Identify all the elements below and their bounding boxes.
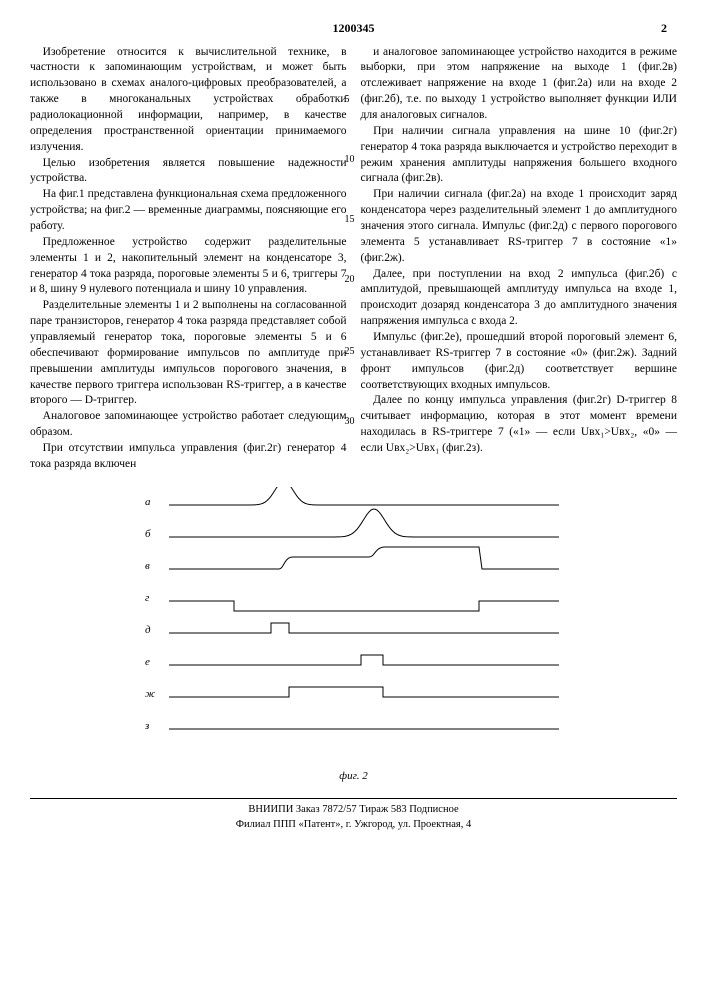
waveform-trace (169, 509, 559, 537)
header: 1200345 2 (30, 20, 677, 37)
waveform-trace (169, 601, 559, 611)
trace-label: е (145, 656, 150, 668)
figure-2: a б в г д е ж з фиг. 2 (30, 487, 677, 784)
waveform-trace (169, 623, 559, 633)
waveform-trace (169, 687, 559, 697)
paragraph: Далее, при поступлении на вход 2 импульс… (361, 267, 678, 330)
trace-label: д (145, 624, 151, 636)
right-column: 51015202530 и аналоговое запоминающее ус… (361, 45, 678, 473)
page: 1200345 2 Изобретение относится к вычисл… (0, 0, 707, 843)
line-number: 20 (345, 273, 355, 287)
figure-caption: фиг. 2 (30, 769, 677, 784)
paragraph: При наличии сигнала управления на шине 1… (361, 124, 678, 187)
patent-number: 1200345 (333, 21, 375, 35)
paragraph: При наличии сигнала (фиг.2а) на входе 1 … (361, 187, 678, 266)
line-number: 5 (345, 93, 350, 107)
trace-label: б (145, 528, 151, 540)
paragraph: и аналоговое запоминающее устройство нах… (361, 45, 678, 124)
waveform-trace (169, 487, 559, 505)
line-number: 30 (345, 415, 355, 429)
waveform-trace (169, 547, 559, 569)
paragraph: Изобретение относится к вычислительной т… (30, 45, 347, 156)
paragraph: На фиг.1 представлена функциональная схе… (30, 187, 347, 235)
paragraph: При отсутствии импульса управления (фиг.… (30, 441, 347, 473)
trace-label: a (145, 496, 151, 508)
paragraph: Разделительные элементы 1 и 2 выполнены … (30, 298, 347, 409)
text-columns: Изобретение относится к вычислительной т… (30, 45, 677, 473)
paragraph: Импульс (фиг.2е), прошедший второй порог… (361, 330, 678, 393)
waveform-trace (169, 655, 559, 665)
footer-line-1: ВНИИПИ Заказ 7872/57 Тираж 583 Подписное (30, 803, 677, 817)
line-number: 15 (345, 213, 355, 227)
footer: ВНИИПИ Заказ 7872/57 Тираж 583 Подписное… (30, 798, 677, 833)
paragraph: Предложенное устройство содержит раздели… (30, 235, 347, 298)
timing-diagram: a б в г д е ж з (139, 487, 569, 767)
left-column: Изобретение относится к вычислительной т… (30, 45, 347, 473)
paragraph: Целью изобретения является повышение над… (30, 156, 347, 188)
col-num-right: 2 (661, 20, 667, 37)
trace-label: з (144, 720, 149, 732)
trace-label: в (145, 560, 150, 572)
trace-label: г (145, 592, 150, 604)
footer-line-2: Филиал ППП «Патент», г. Ужгород, ул. Про… (30, 818, 677, 832)
trace-label: ж (145, 688, 156, 700)
line-number: 10 (345, 153, 355, 167)
paragraph: Далее по концу импульса управления (фиг.… (361, 393, 678, 456)
paragraph: Аналоговое запоминающее устройство работ… (30, 409, 347, 441)
line-number: 25 (345, 345, 355, 359)
